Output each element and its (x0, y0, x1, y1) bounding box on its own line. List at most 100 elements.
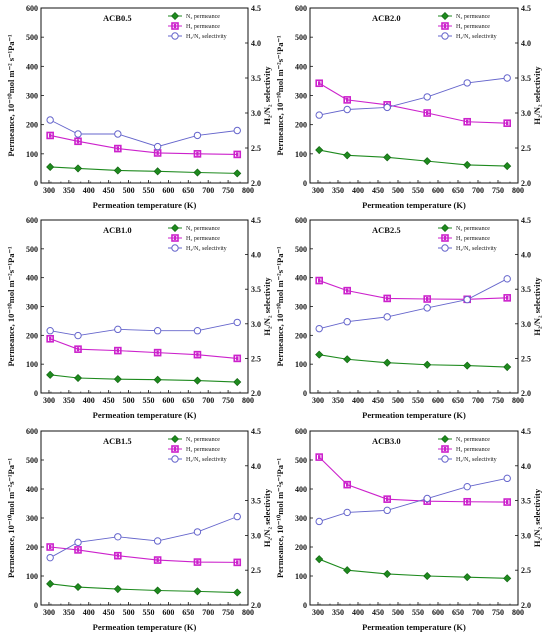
x-tick-label: 450 (103, 186, 115, 195)
panel-title: ACB2.0 (372, 13, 401, 23)
data-point-diamond (503, 574, 512, 583)
y-tick-label: 0 (34, 389, 38, 398)
data-point-diamond (383, 358, 392, 367)
x-tick-label: 650 (182, 608, 194, 617)
y2-tick-label: 4.0 (251, 462, 261, 471)
x-tick-label: 450 (372, 396, 384, 405)
legend-label: H₂/N₂ selectivity (186, 457, 227, 463)
series-line-diamond (50, 583, 238, 594)
x-tick-label: 400 (83, 396, 95, 405)
y2-tick-label: 3.5 (251, 285, 261, 294)
legend-label: H₂/N₂ selectivity (456, 246, 497, 252)
x-tick-label: 400 (352, 186, 364, 195)
x-tick-label: 500 (123, 396, 135, 405)
y2-tick-label: 4.5 (521, 4, 531, 13)
legend-marker-circle (171, 32, 179, 40)
data-point-circle (315, 111, 323, 119)
x-tick-label: 550 (412, 608, 424, 617)
data-point-diamond (423, 571, 432, 581)
legend-label: N₂ permeance (456, 226, 490, 232)
x-tick-label: 550 (412, 186, 424, 195)
x-tick-label: 650 (182, 396, 194, 405)
legend-marker-square (171, 445, 179, 453)
data-point-square-fill (196, 352, 199, 357)
y-axis-label: Permeance, 10⁻¹⁰mol m⁻² s⁻¹Pa⁻¹ (6, 34, 16, 157)
data-point-circle (233, 126, 241, 135)
x-tick-label: 750 (222, 608, 234, 617)
data-point-square (503, 294, 512, 302)
x-tick-label: 600 (162, 396, 174, 405)
series-line-square (50, 134, 238, 155)
data-point-diamond (46, 370, 55, 379)
data-point-diamond (423, 360, 432, 369)
x-tick-label: 600 (162, 608, 174, 617)
x-tick-label: 350 (63, 396, 75, 405)
x-tick-label: 500 (123, 186, 135, 195)
y-tick-label: 500 (26, 33, 38, 42)
data-point-square (74, 137, 82, 146)
data-point-square (153, 556, 162, 564)
y-tick-label: 600 (295, 427, 307, 436)
data-point-square-fill (196, 151, 199, 156)
data-point-diamond (463, 573, 472, 582)
y-tick-label: 100 (26, 360, 38, 369)
y2-tick-label: 3.5 (251, 74, 261, 83)
y-axis-label: Permeance, 10⁻¹⁰mol m⁻²s⁻¹Pa⁻¹ (275, 35, 285, 156)
data-point-square-fill (76, 347, 80, 352)
x-tick-label: 700 (472, 396, 484, 405)
y2-tick-label: 2.5 (521, 566, 531, 575)
data-point-circle (114, 533, 122, 541)
data-point-diamond (46, 162, 55, 171)
y-tick-label: 0 (303, 389, 307, 398)
x-tick-label: 700 (472, 186, 484, 195)
data-point-square-fill (116, 146, 120, 151)
y-tick-label: 0 (303, 179, 307, 188)
chart-panel-6: 300 350 400 450 500 550 600 650 700 750 800 0 100 200… (275, 427, 542, 632)
data-point-circle (423, 494, 431, 503)
series-line-square (319, 280, 508, 300)
data-point-square (423, 109, 432, 117)
y-tick-label: 500 (295, 456, 307, 465)
y-tick-label: 500 (26, 245, 38, 254)
legend-marker-square-fill (443, 24, 447, 28)
data-point-diamond (153, 167, 162, 176)
y2-tick-label: 2.5 (251, 566, 261, 575)
data-point-square-fill (346, 482, 349, 487)
y2-tick-label: 4.5 (251, 216, 261, 225)
chart-panel-4: 300 350 400 450 500 550 600 650 700 750 800 0 100 200… (275, 216, 542, 420)
x-tick-label: 500 (123, 608, 135, 617)
data-point-square-fill (196, 560, 199, 565)
data-point-circle (503, 275, 511, 283)
y2-tick-label: 2.0 (251, 179, 261, 188)
legend-marker-square (441, 445, 449, 453)
data-point-circle (74, 130, 82, 138)
data-point-square-fill (48, 133, 52, 138)
series-line-circle (49, 516, 238, 559)
legend-label: N₂ permeance (186, 14, 220, 20)
legend-marker-diamond (170, 434, 180, 444)
x-tick-label: 350 (332, 396, 344, 405)
data-point-diamond (463, 361, 472, 370)
legend-label: H₂ permeance (186, 24, 220, 30)
data-point-circle (343, 318, 351, 326)
y2-tick-label: 2.0 (521, 179, 531, 188)
x-tick-label: 450 (103, 608, 115, 617)
y2-tick-label: 2.0 (521, 389, 531, 398)
legend-label: N₂ permeance (456, 437, 490, 443)
data-point-diamond (73, 373, 83, 383)
data-point-square-fill (318, 455, 321, 460)
panel-title: ACB2.5 (372, 225, 401, 235)
x-tick-label: 400 (352, 608, 364, 617)
y2-tick-label: 3.0 (521, 109, 531, 118)
x-tick-label: 300 (43, 608, 55, 617)
y-tick-label: 400 (295, 485, 307, 494)
data-point-diamond (315, 555, 324, 564)
x-tick-label: 800 (512, 608, 524, 617)
y2-tick-label: 4.0 (521, 251, 531, 260)
y-tick-label: 100 (26, 572, 38, 581)
data-point-circle (383, 506, 391, 515)
y2-axis-label: H₂/N₂ selectivity (532, 277, 542, 336)
data-point-circle (423, 93, 431, 101)
legend-marker-circle (171, 244, 179, 252)
